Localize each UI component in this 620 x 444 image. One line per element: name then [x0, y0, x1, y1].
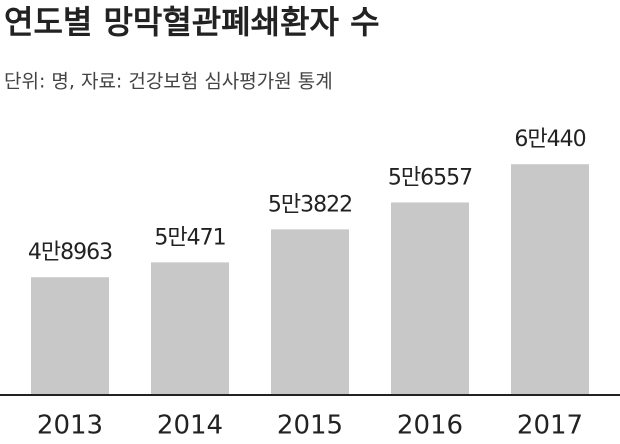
x-tick-label: 2013 — [37, 411, 103, 441]
bar — [391, 202, 469, 395]
bar — [151, 262, 229, 395]
chart-subtitle: 단위: 명, 자료: 건강보험 심사평가원 통계 — [4, 71, 333, 93]
x-tick-label: 2015 — [277, 411, 343, 441]
value-label: 5만6557 — [388, 165, 472, 190]
x-tick-label: 2014 — [157, 411, 223, 441]
x-tick-label: 2017 — [517, 411, 583, 441]
bar — [271, 229, 349, 395]
bar — [511, 164, 589, 395]
value-label: 4만8963 — [28, 240, 112, 265]
chart-title: 연도별 망막혈관폐쇄환자 수 — [4, 3, 380, 41]
value-label: 6만440 — [514, 127, 585, 152]
value-label: 5만3822 — [268, 192, 352, 217]
value-label: 5만471 — [154, 225, 225, 250]
bar — [31, 277, 109, 395]
x-tick-label: 2016 — [397, 411, 463, 441]
